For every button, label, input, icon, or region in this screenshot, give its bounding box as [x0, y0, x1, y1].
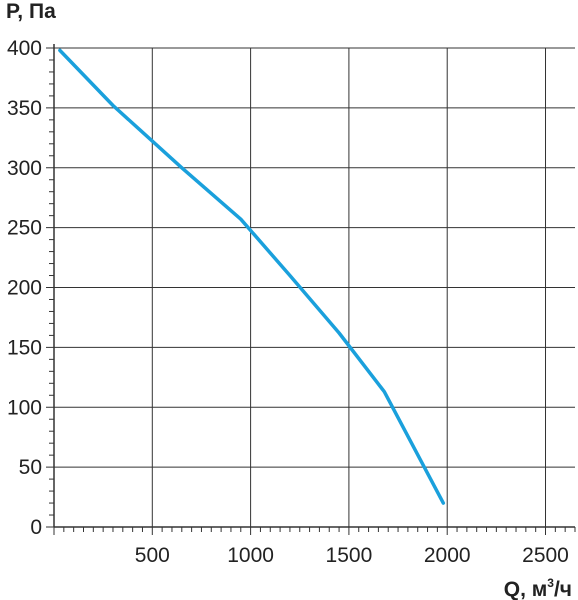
- x-axis-title-sup: 3: [547, 576, 554, 590]
- series-line-0: [58, 48, 446, 505]
- x-tick-label-1500: 1500: [326, 544, 373, 567]
- x-tick-label-1000: 1000: [227, 544, 274, 567]
- series-layer: [58, 48, 446, 505]
- y-tick-label-50: 50: [19, 456, 42, 479]
- grid-lines: [54, 47, 575, 527]
- x-tick-label-2000: 2000: [424, 544, 471, 567]
- y-tick-label-150: 150: [7, 336, 42, 359]
- x-tick-label-500: 500: [135, 544, 170, 567]
- y-tick-label-350: 350: [7, 97, 42, 120]
- y-tick-label-400: 400: [7, 37, 42, 60]
- y-tick-label-0: 0: [30, 516, 42, 539]
- y-tick-label-300: 300: [7, 157, 42, 180]
- y-tick-label-100: 100: [7, 396, 42, 419]
- y-tick-label-250: 250: [7, 217, 42, 240]
- y-tick-label-200: 200: [7, 277, 42, 300]
- x-axis-title: Q, м3/ч: [504, 576, 572, 600]
- x-axis-title-unit: /ч: [554, 578, 572, 600]
- x-axis-title-main: Q, м: [504, 578, 548, 600]
- y-axis-title: P, Па: [6, 0, 56, 23]
- tick-labels: 0 50 100 150 200 250 300 350 400 500 1000 1500 2000 2…: [7, 37, 569, 567]
- axes: [53, 44, 575, 528]
- x-tick-label-2500: 2500: [522, 544, 569, 567]
- minor-ticks: [46, 47, 576, 535]
